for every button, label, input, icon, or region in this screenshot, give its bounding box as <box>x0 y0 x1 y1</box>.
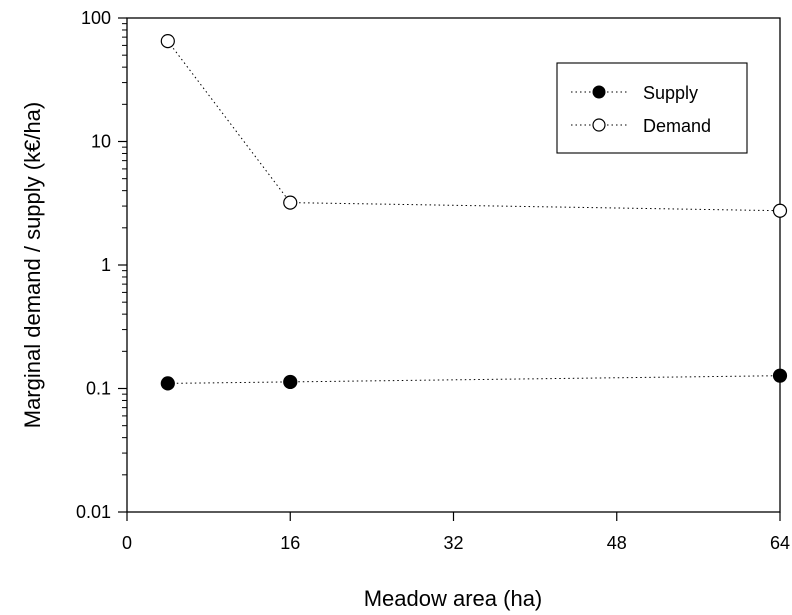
y-axis-title: Marginal demand / supply (k€/ha) <box>20 102 45 429</box>
legend-box <box>556 62 748 154</box>
x-axis-title: Meadow area (ha) <box>364 586 543 611</box>
data-point-demand-0 <box>160 34 175 49</box>
y-tick-label-4: 100 <box>81 8 111 28</box>
x-tick-label-2: 32 <box>443 533 463 553</box>
legend-supply-marker <box>592 85 606 99</box>
x-tick-label-1: 16 <box>280 533 300 553</box>
data-point-supply-0 <box>160 376 175 391</box>
legend: Supply Demand <box>556 62 748 154</box>
series-layer <box>160 34 788 391</box>
legend-demand-marker <box>592 118 606 132</box>
x-tick-label-3: 48 <box>607 533 627 553</box>
y-tick-label-2: 1 <box>101 255 111 275</box>
y-tick-label-0: 0.01 <box>76 502 111 522</box>
y-axis-ticks: 0.01 0.1 1 10 100 <box>76 8 127 522</box>
legend-supply-label: Supply <box>643 83 698 103</box>
data-point-supply-2 <box>772 368 788 383</box>
data-point-demand-1 <box>283 195 298 210</box>
legend-demand-label: Demand <box>643 116 711 136</box>
y-tick-label-1: 0.1 <box>86 379 111 399</box>
y-tick-label-3: 10 <box>91 132 111 152</box>
series-line-supply <box>167 375 781 384</box>
x-axis-ticks: 0 16 32 48 64 <box>122 512 790 553</box>
data-point-supply-1 <box>283 374 298 390</box>
data-point-demand-2 <box>772 203 788 218</box>
x-tick-label-0: 0 <box>122 533 132 553</box>
x-tick-label-4: 64 <box>770 533 790 553</box>
